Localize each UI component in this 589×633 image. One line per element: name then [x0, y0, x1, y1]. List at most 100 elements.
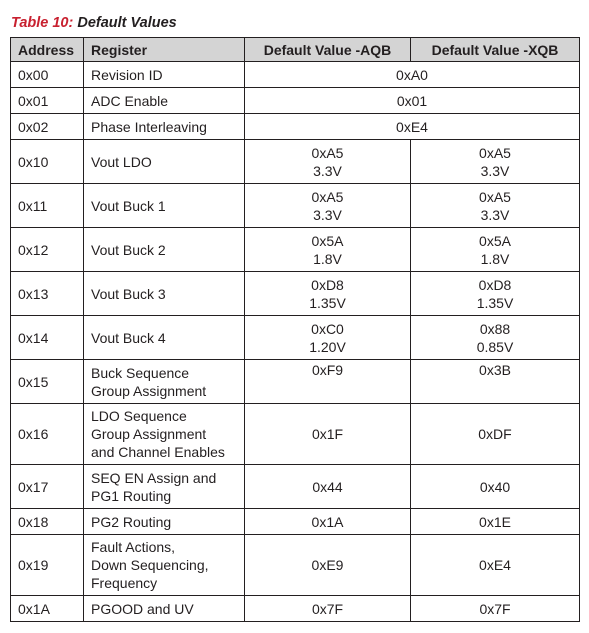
- value-line: 3.3V: [480, 206, 510, 223]
- value-line: 0x7F: [479, 600, 511, 617]
- value-line: 0xD8: [311, 276, 344, 293]
- register-cell: PG2 Routing: [83, 508, 245, 535]
- register-name-line: Vout Buck 4: [91, 329, 166, 346]
- table-header: Address Register Default Value -AQB Defa…: [10, 37, 580, 62]
- default-values-table: Address Register Default Value -AQB Defa…: [10, 37, 580, 622]
- value-line: 0xF9: [311, 362, 344, 378]
- register-name-line: PG2 Routing: [91, 513, 172, 530]
- register-name-line: Group Assignment: [91, 382, 207, 399]
- value-line: 0x01: [396, 92, 428, 109]
- value-line: 0xA0: [396, 66, 428, 83]
- register-name-line: Frequency: [91, 575, 158, 591]
- header-row: Address Register Default Value -AQB Defa…: [10, 37, 580, 62]
- default-aqb-cell: 0x1A: [244, 508, 411, 535]
- default-xqb-cell: 0xD8 1.35V: [410, 271, 580, 316]
- table-body: 0x00 Revision ID 0xA0 0x01 ADC Enable 0x01 0x0…: [10, 61, 580, 622]
- address-cell: 0x11: [10, 183, 84, 228]
- register-cell: ADC Enable: [83, 87, 245, 114]
- address-cell: 0x1A: [10, 595, 84, 622]
- value-line: 1.35V: [476, 294, 514, 311]
- register-cell: Vout Buck 2: [83, 227, 245, 272]
- header-default-aqb: Default Value -AQB: [244, 37, 411, 62]
- address-cell: 0x00: [10, 61, 84, 88]
- register-name-line: ADC Enable: [91, 92, 169, 109]
- register-cell: Buck Sequence Group Assignment: [83, 359, 245, 404]
- register-name-line: and Channel Enables: [91, 444, 225, 460]
- value-line: 3.3V: [313, 206, 342, 223]
- register-cell: Phase Interleaving: [83, 113, 245, 140]
- default-xqb-cell: 0x40: [410, 464, 580, 509]
- address-cell: 0x01: [10, 87, 84, 114]
- value-line: 0x3B: [479, 362, 511, 378]
- register-cell: Vout LDO: [83, 139, 245, 184]
- value-line: 0x44: [312, 478, 343, 495]
- register-name-line: Vout Buck 3: [91, 285, 166, 302]
- address-cell: 0x02: [10, 113, 84, 140]
- table-row: 0x00 Revision ID 0xA0: [10, 61, 580, 88]
- register-cell: LDO Sequence Group Assignment and Channel …: [83, 403, 245, 465]
- value-line: 0xE4: [479, 557, 511, 573]
- value-line: 3.3V: [480, 162, 510, 179]
- address-cell: 0x19: [10, 534, 84, 596]
- table-row: 0x17 SEQ EN Assign and PG1 Routing 0x44 0x40: [10, 464, 580, 509]
- address-cell: 0x13: [10, 271, 84, 316]
- default-xqb-cell: 0xA5 3.3V: [410, 183, 580, 228]
- value-line: 0x1A: [311, 513, 344, 530]
- table-caption: Table 10: Default Values: [11, 14, 177, 32]
- address-cell: 0x10: [10, 139, 84, 184]
- register-cell: SEQ EN Assign and PG1 Routing: [83, 464, 245, 509]
- value-line: 1.35V: [309, 294, 346, 311]
- value-line: 0x1E: [479, 513, 511, 530]
- table-row: 0x02 Phase Interleaving 0xE4: [10, 113, 580, 140]
- table-row: 0x10 Vout LDO 0xA5 3.3V 0xA5 3.3V: [10, 139, 580, 184]
- table-row: 0x15 Buck Sequence Group Assignment 0xF9 0x3…: [10, 359, 580, 404]
- value-line: 0x5A: [479, 232, 511, 249]
- default-aqb-cell: 0x7F: [244, 595, 411, 622]
- value-line: 0x5A: [311, 232, 344, 249]
- table-row: 0x11 Vout Buck 1 0xA5 3.3V 0xA5 3.3V: [10, 183, 580, 228]
- register-name-line: Down Sequencing,: [91, 557, 209, 573]
- header-address: Address: [10, 37, 84, 62]
- register-cell: PGOOD and UV: [83, 595, 245, 622]
- value-line: 1.8V: [313, 250, 342, 267]
- default-aqb-cell: 0xD8 1.35V: [244, 271, 411, 316]
- default-xqb-cell: 0xDF: [410, 403, 580, 465]
- register-cell: Vout Buck 4: [83, 315, 245, 360]
- value-line: 0xE4: [396, 118, 428, 135]
- register-name-line: LDO Sequence: [91, 408, 187, 424]
- register-cell: Vout Buck 3: [83, 271, 245, 316]
- value-line: 0x7F: [311, 600, 344, 617]
- table-row: 0x14 Vout Buck 4 0xC0 1.20V 0x88 0.85V: [10, 315, 580, 360]
- table-number: Table 10:: [11, 15, 74, 31]
- value-line: 0x40: [479, 478, 511, 495]
- value-line: 0xC0: [311, 320, 344, 337]
- default-aqb-cell: 0xA5 3.3V: [244, 183, 411, 228]
- register-name-line: PG1 Routing: [91, 487, 172, 504]
- default-aqb-cell: 0xF9: [244, 359, 411, 404]
- value-line: 3.3V: [313, 162, 342, 179]
- value-line: 0xA5: [311, 188, 344, 205]
- address-cell: 0x15: [10, 359, 84, 404]
- default-aqb-cell: 0x5A 1.8V: [244, 227, 411, 272]
- value-line: 0xA5: [479, 144, 511, 161]
- register-cell: Vout Buck 1: [83, 183, 245, 228]
- register-name-line: Vout Buck 1: [91, 197, 166, 214]
- default-aqb-cell: 0x1F: [244, 403, 411, 465]
- value-line: 0xE9: [311, 557, 344, 573]
- shared-default-value-cell: 0xA0: [244, 61, 580, 88]
- table-row: 0x16 LDO Sequence Group Assignment and Chan…: [10, 403, 580, 465]
- default-aqb-cell: 0x44: [244, 464, 411, 509]
- default-xqb-cell: 0x3B: [410, 359, 580, 404]
- register-name-line: Fault Actions,: [91, 539, 176, 555]
- address-cell: 0x14: [10, 315, 84, 360]
- register-name-line: Revision ID: [91, 66, 163, 83]
- header-default-xqb: Default Value -XQB: [410, 37, 580, 62]
- value-line: 0.85V: [476, 338, 514, 355]
- table-row: 0x01 ADC Enable 0x01: [10, 87, 580, 114]
- value-line: 0xA5: [311, 144, 344, 161]
- shared-default-value-cell: 0xE4: [244, 113, 580, 140]
- register-name-line: Buck Sequence: [91, 364, 190, 381]
- value-line: 0x1F: [311, 426, 344, 442]
- register-name-line: Vout Buck 2: [91, 241, 166, 258]
- address-cell: 0x17: [10, 464, 84, 509]
